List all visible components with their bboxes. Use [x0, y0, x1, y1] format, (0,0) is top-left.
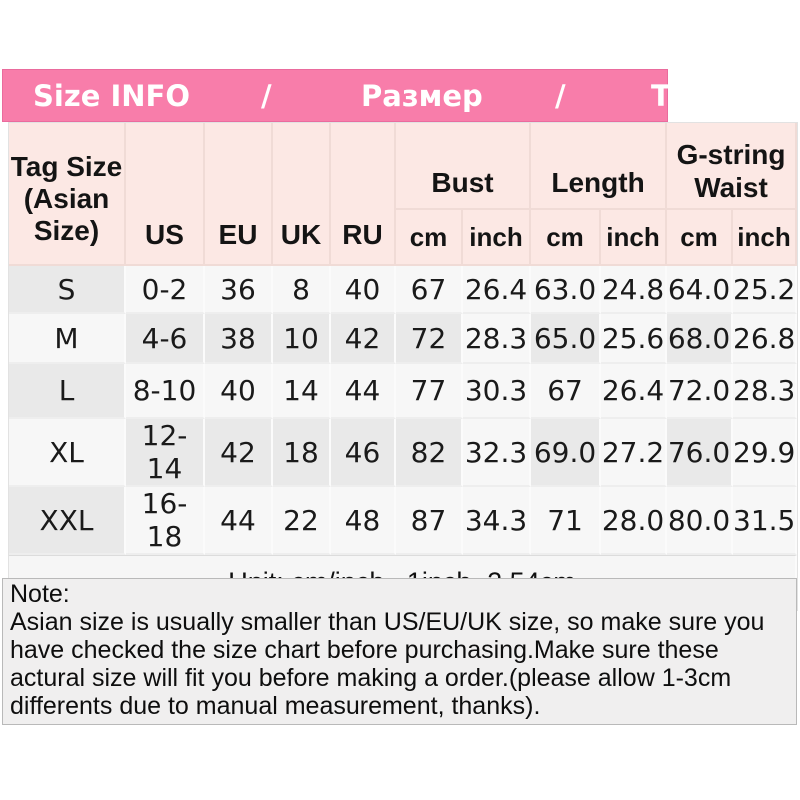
cell-eu: 42	[205, 419, 273, 487]
subheader-length-inch: inch	[601, 210, 668, 266]
cell-bust-cm: 82	[396, 419, 463, 487]
col-header-uk: UK	[273, 123, 331, 266]
cell-tag-size: XXL	[9, 487, 126, 555]
cell-waist-cm: 64.0	[667, 266, 734, 314]
cell-uk: 10	[273, 314, 331, 364]
cell-tag-size: M	[9, 314, 126, 364]
cell-tag-size: L	[9, 364, 126, 419]
cell-ru: 40	[331, 266, 396, 314]
cell-length-inch: 25.6	[601, 314, 668, 364]
subheader-waist-cm: cm	[667, 210, 734, 266]
cell-us: 4-6	[126, 314, 205, 364]
tag-size-line: Size)	[33, 214, 100, 246]
cell-uk: 8	[273, 266, 331, 314]
cell-length-inch: 28.0	[601, 487, 668, 555]
cell-bust-inch: 32.3	[463, 419, 532, 487]
cell-uk: 22	[273, 487, 331, 555]
cell-bust-cm: 72	[396, 314, 463, 364]
cell-waist-cm: 76.0	[667, 419, 734, 487]
note-title: Note:	[10, 580, 70, 608]
cell-length-inch: 27.2	[601, 419, 668, 487]
banner-title-clipped: T	[651, 78, 671, 113]
cell-length-cm: 65.0	[531, 314, 602, 364]
cell-us: 0-2	[126, 266, 205, 314]
cell-length-inch: 24.8	[601, 266, 668, 314]
cell-waist-inch: 26.8	[733, 314, 798, 364]
cell-eu: 44	[205, 487, 273, 555]
cell-eu: 36	[205, 266, 273, 314]
banner-slash-1: /	[261, 78, 272, 113]
table-row-xl: XL 12-14 42 18 46 82 32.3 69.0 27.2 76.0…	[9, 419, 798, 487]
cell-ru: 44	[331, 364, 396, 419]
cell-bust-inch: 26.4	[463, 266, 532, 314]
col-header-eu: EU	[205, 123, 273, 266]
cell-waist-inch: 28.3	[733, 364, 798, 419]
subheader-bust-inch: inch	[463, 210, 532, 266]
cell-waist-inch: 31.5	[733, 487, 798, 555]
cell-length-cm: 67	[531, 364, 602, 419]
cell-ru: 48	[331, 487, 396, 555]
cell-waist-inch: 25.2	[733, 266, 798, 314]
cell-eu: 40	[205, 364, 273, 419]
cell-us: 12-14	[126, 419, 205, 487]
cell-uk: 14	[273, 364, 331, 419]
note-line: actural size will fit you before making …	[10, 664, 732, 692]
cell-ru: 42	[331, 314, 396, 364]
cell-bust-cm: 77	[396, 364, 463, 419]
subheader-bust-cm: cm	[396, 210, 463, 266]
cell-waist-cm: 80.0	[667, 487, 734, 555]
size-table: Tag Size (Asian Size) US EU UK RU Bust L…	[8, 122, 799, 611]
col-header-us: US	[126, 123, 205, 266]
cell-length-cm: 69.0	[531, 419, 602, 487]
cell-bust-cm: 87	[396, 487, 463, 555]
note-section: Note: Asian size is usually smaller than…	[2, 578, 797, 725]
cell-waist-inch: 29.9	[733, 419, 798, 487]
cell-tag-size: XL	[9, 419, 126, 487]
note-line: differents due to manual measurement, th…	[10, 692, 541, 720]
cell-eu: 38	[205, 314, 273, 364]
cell-us: 16-18	[126, 487, 205, 555]
cell-bust-inch: 30.3	[463, 364, 532, 419]
banner-slash-2: /	[555, 78, 566, 113]
cell-uk: 18	[273, 419, 331, 487]
cell-waist-cm: 72.0	[667, 364, 734, 419]
subheader-waist-inch: inch	[733, 210, 798, 266]
cell-bust-inch: 28.3	[463, 314, 532, 364]
banner-title-en: Size INFO	[33, 78, 190, 113]
tag-size-line: Tag Size	[10, 150, 123, 182]
cell-length-inch: 26.4	[601, 364, 668, 419]
cell-tag-size: S	[9, 266, 126, 314]
table-row-l: L 8-10 40 14 44 77 30.3 67 26.4 72.0 28.…	[9, 364, 798, 419]
cell-length-cm: 63.0	[531, 266, 602, 314]
table-row-xxl: XXL 16-18 44 22 48 87 34.3 71 28.0 80.0 …	[9, 487, 798, 555]
col-header-gstring-waist: G-string Waist	[667, 123, 798, 210]
note-line: have checked the size chart before purch…	[10, 636, 719, 664]
cell-bust-inch: 34.3	[463, 487, 532, 555]
note-line: Asian size is usually smaller than US/EU…	[10, 608, 765, 636]
col-header-ru: RU	[331, 123, 396, 266]
cell-ru: 46	[331, 419, 396, 487]
table-row-m: M 4-6 38 10 42 72 28.3 65.0 25.6 68.0 26…	[9, 314, 798, 364]
cell-waist-cm: 68.0	[667, 314, 734, 364]
cell-length-cm: 71	[531, 487, 602, 555]
col-header-bust: Bust	[396, 123, 532, 210]
col-header-tag-size: Tag Size (Asian Size)	[9, 123, 126, 266]
banner: Size INFO / Размер / T	[2, 69, 671, 122]
cell-us: 8-10	[126, 364, 205, 419]
table-row-s: S 0-2 36 8 40 67 26.4 63.0 24.8 64.0 25.…	[9, 266, 798, 314]
col-header-length: Length	[531, 123, 668, 210]
cell-bust-cm: 67	[396, 266, 463, 314]
subheader-length-cm: cm	[531, 210, 602, 266]
banner-title-ru: Размер	[361, 78, 483, 113]
tag-size-line: (Asian	[23, 182, 110, 214]
